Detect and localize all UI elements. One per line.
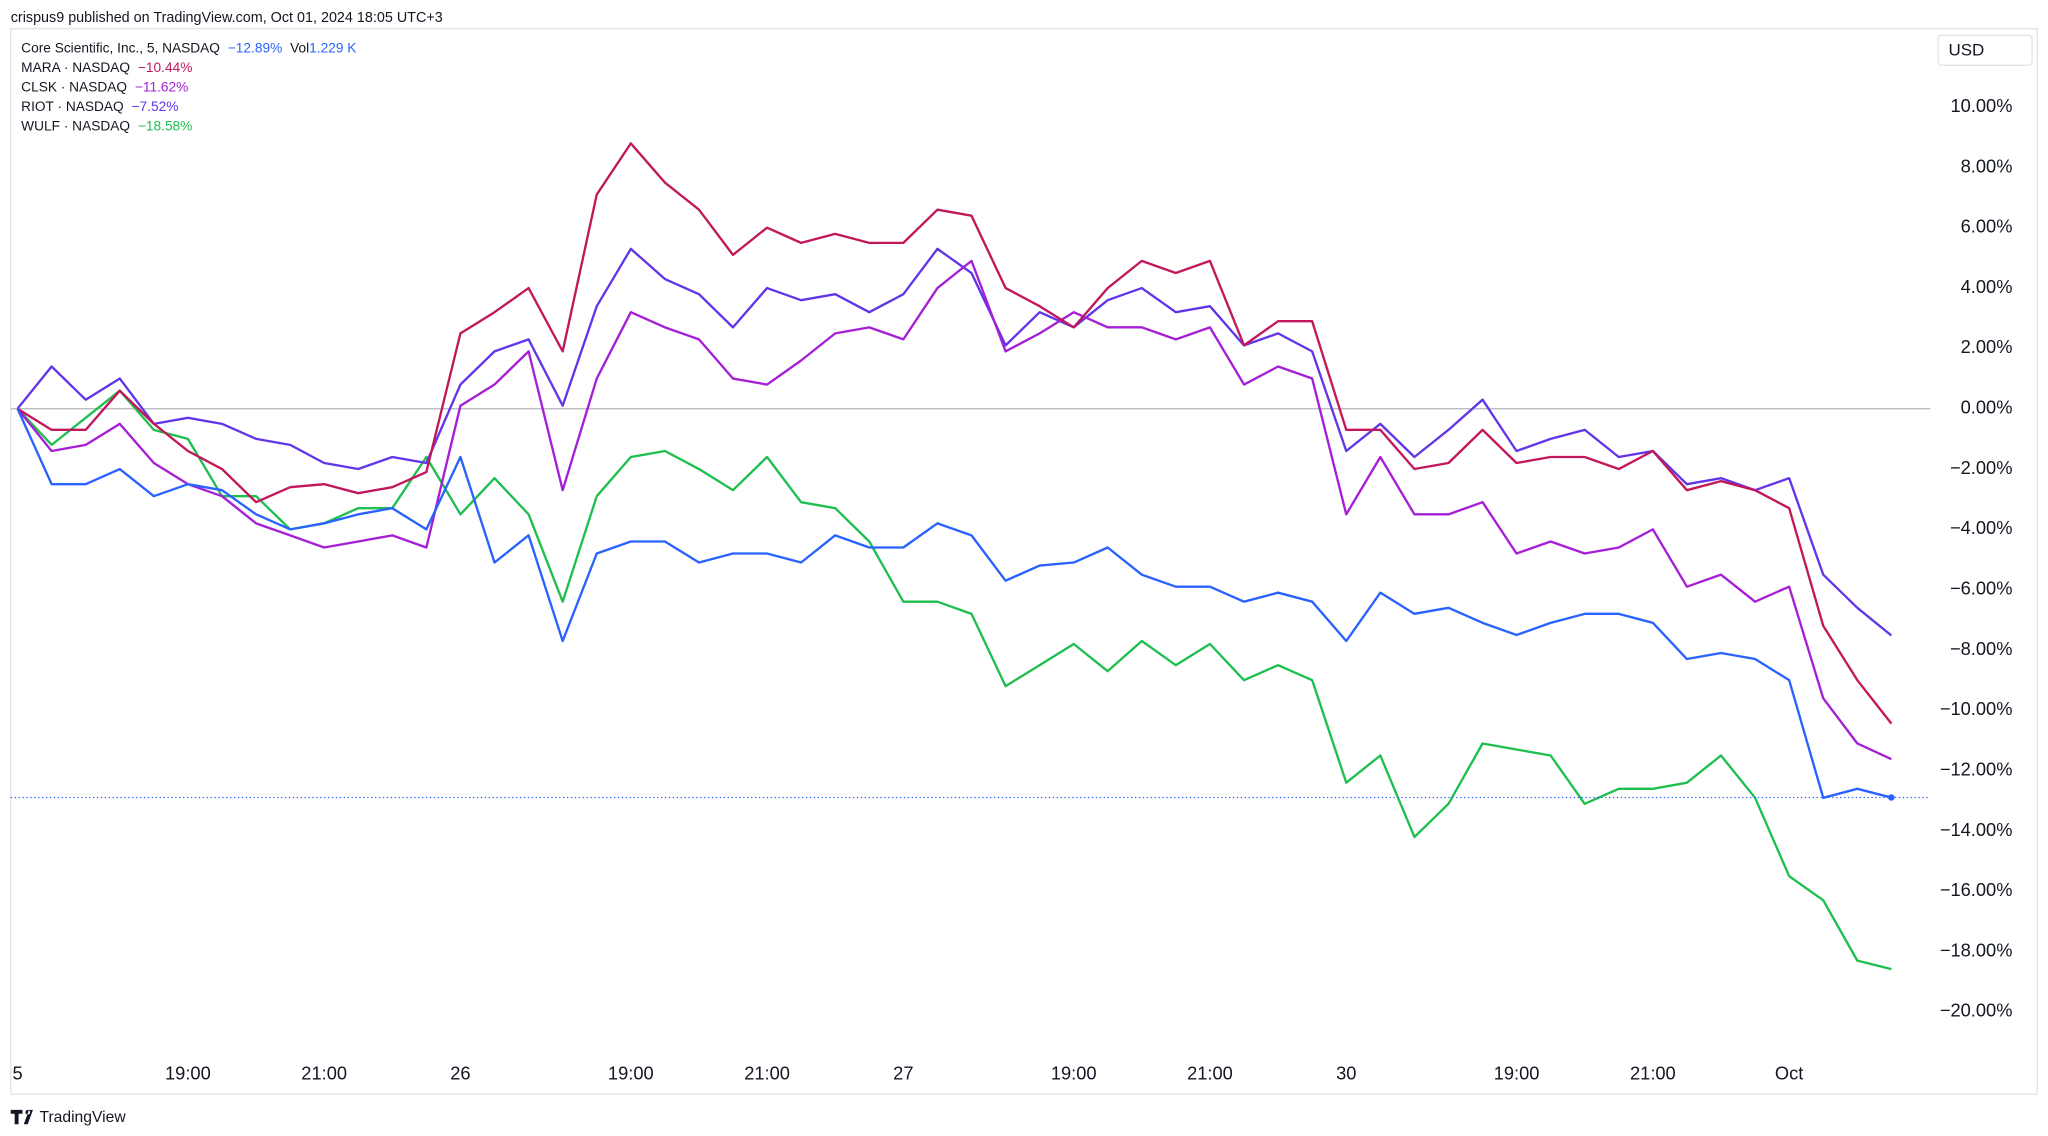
legend-change: −12.89% [228,40,282,55]
legend-entry: Core Scientific, Inc., 5, NASDAQ −12.89% V… [21,40,356,55]
y-tick-label: −12.00% [1940,758,2013,779]
chart-frame [10,28,2038,1095]
x-tick-label: 21:00 [301,1062,347,1083]
x-tick-label: 19:00 [1051,1062,1097,1083]
y-tick-label: −6.00% [1950,578,2012,599]
brand-logo [10,1109,33,1125]
y-tick-label: −16.00% [1940,879,2013,900]
last-point [1888,794,1895,801]
x-tick-label: 21:00 [1187,1062,1233,1083]
y-tick-label: 8.00% [1961,155,2013,176]
x-tick-label: 19:00 [608,1062,654,1083]
legend-entry: RIOT · NASDAQ −7.52% [21,99,178,114]
y-tick-label: −20.00% [1940,1000,2013,1021]
brand: TradingView [10,1109,126,1126]
series-line [16,259,1892,761]
x-tick-label: 30 [1336,1062,1356,1083]
x-tick-label: 27 [893,1062,913,1083]
volume: 1.229 K [309,40,356,55]
currency-button[interactable] [1937,34,2033,66]
y-tick-label: −2.00% [1950,457,2012,478]
y-tick-label: −18.00% [1940,939,2013,960]
legend-change: −18.58% [138,118,192,133]
volume-label: Vol [290,40,309,55]
x-tick-label: 26 [450,1062,470,1083]
brand-name: TradingView [39,1109,126,1126]
legend-name: MARA · NASDAQ [21,60,130,75]
currency[interactable]: USD [1948,40,1984,59]
legend-name: WULF · NASDAQ [21,118,130,133]
x-tick-label: 19:00 [1494,1062,1540,1083]
y-tick-label: 4.00% [1961,276,2013,297]
y-tick-label: 0.00% [1961,397,2013,418]
legend: Core Scientific, Inc., 5, NASDAQ −12.89% V… [21,40,356,133]
legend-entry: CLSK · NASDAQ −11.62% [21,79,188,94]
y-tick-label: 10.00% [1950,95,2012,116]
header: crispus9 published on TradingView.com, O… [11,10,443,26]
legend-name: CLSK · NASDAQ [21,79,127,94]
x-tick-label: 19:00 [165,1062,211,1083]
legend-entry: WULF · NASDAQ −18.58% [21,118,192,133]
x-tick-label: 21:00 [1630,1062,1676,1083]
y-tick-label: −4.00% [1950,517,2012,538]
y-tick-label: −10.00% [1940,698,2013,719]
x-tick-label: 5 [12,1062,22,1083]
legend-name: RIOT · NASDAQ [21,99,124,114]
y-tick-label: −8.00% [1950,638,2012,659]
y-tick-label: 6.00% [1961,216,2013,237]
legend-change: −7.52% [132,99,179,114]
y-tick-label: 2.00% [1961,336,2013,357]
series-line [16,142,1893,725]
series-line [16,408,1892,799]
series-line [16,247,1893,637]
y-tick-label: −14.00% [1940,819,2013,840]
legend-name: Core Scientific, Inc., 5, NASDAQ [21,40,220,55]
x-tick-label: Oct [1775,1062,1803,1083]
currency-box[interactable]: USD [1937,34,2033,66]
legend-change: −10.44% [138,60,192,75]
legend-entry: MARA · NASDAQ −10.44% [21,60,192,75]
legend-change: −11.62% [135,79,188,94]
x-tick-label: 21:00 [744,1062,790,1083]
